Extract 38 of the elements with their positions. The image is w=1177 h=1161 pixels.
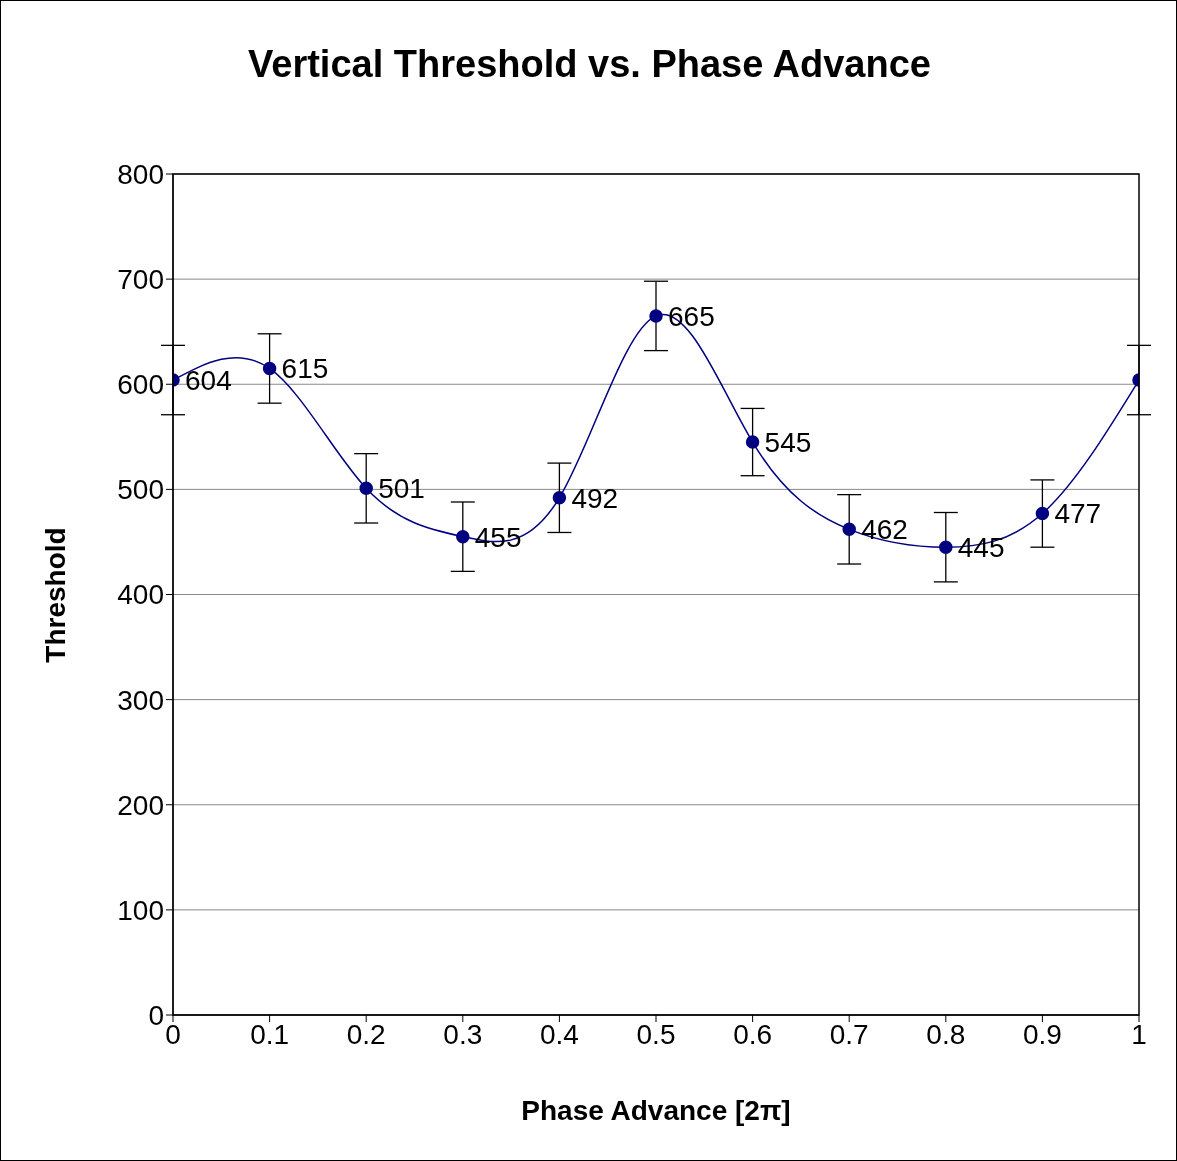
- data-label: 477: [1054, 498, 1102, 530]
- x-tick-label: 0.4: [539, 1018, 579, 1050]
- data-label: 665: [668, 300, 715, 332]
- data-label: 501: [378, 473, 425, 505]
- point: [1035, 506, 1050, 521]
- data-label: 604: [185, 364, 232, 396]
- x-tick-label: 0.3: [443, 1018, 483, 1050]
- x-tick-label: 0.6: [733, 1018, 773, 1050]
- data-label: 492: [571, 482, 619, 514]
- point: [745, 435, 760, 449]
- point: [649, 309, 663, 323]
- chart-title: Vertical Threshold vs. Phase Advance: [247, 43, 932, 86]
- y-tick-label: 200: [117, 789, 164, 821]
- point: [262, 361, 277, 376]
- x-tick-label: 1: [1131, 1018, 1147, 1050]
- data-label: 615: [281, 353, 329, 385]
- y-tick-label: 500: [117, 474, 164, 506]
- point: [552, 491, 567, 505]
- x-tick-label: 0.9: [1022, 1018, 1062, 1050]
- x-tick-label: 0.1: [250, 1018, 290, 1050]
- x-tick-label: 0.2: [346, 1018, 386, 1050]
- y-tick-label: 600: [117, 369, 164, 401]
- y-tick-label: 400: [117, 579, 164, 611]
- point: [842, 522, 856, 537]
- y-tick-label: 700: [117, 264, 164, 296]
- point: [359, 481, 373, 496]
- x-axis-title: Phase Advance [2π]: [520, 1095, 792, 1127]
- y-axis-title: Threshold: [40, 526, 72, 663]
- data-label: 545: [764, 427, 812, 459]
- x-tick-label: 0.5: [636, 1018, 676, 1050]
- y-tick-label: 300: [117, 684, 164, 716]
- point: [456, 529, 470, 544]
- y-tick-label: 800: [117, 158, 164, 190]
- data-label: 462: [861, 514, 908, 546]
- y-tick-label: 100: [117, 894, 164, 926]
- x-tick-label: 0.7: [829, 1018, 869, 1050]
- point: [939, 540, 953, 554]
- x-tick-label: 0.8: [926, 1018, 966, 1050]
